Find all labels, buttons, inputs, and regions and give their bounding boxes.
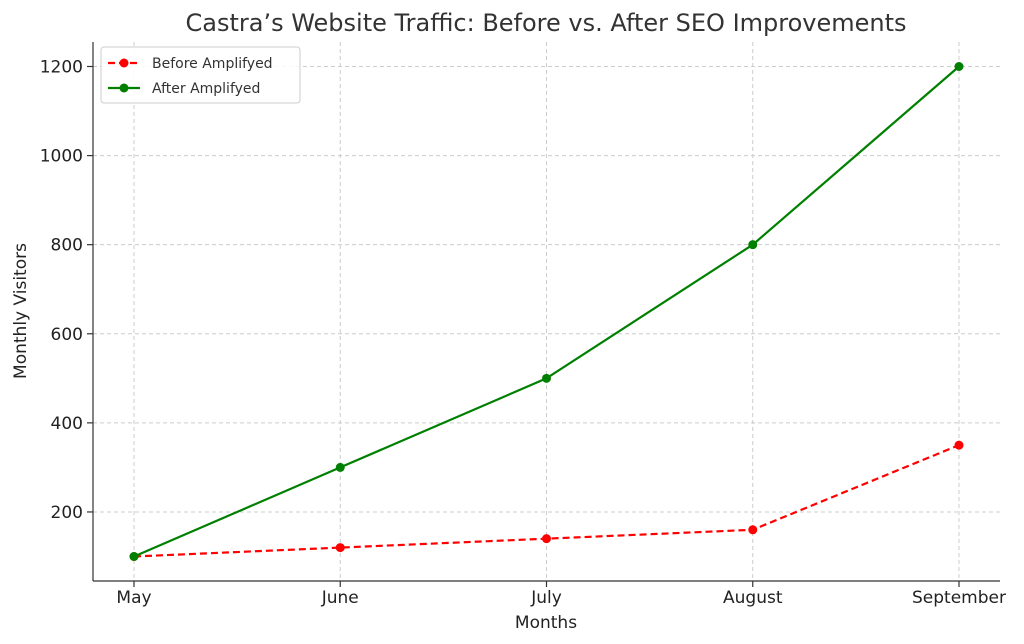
grid [93,42,1000,581]
data-point-0-3 [748,525,758,535]
x-tick-label: August [723,588,783,608]
data-point-0-4 [954,440,964,450]
series-lines [129,62,964,561]
x-tick-label: June [321,588,359,608]
axis-ticks: May June July August September 200 400 600 800 10… [40,58,1006,609]
legend-after-marker [119,83,129,93]
y-tick-label: 200 [51,503,83,523]
data-point-1-4 [954,62,964,71]
data-point-1-0 [129,552,139,561]
data-point-1-2 [542,373,551,383]
legend-before-marker [119,58,129,68]
legend: Before Amplifyed After Amplifyed [100,46,301,104]
data-point-0-1 [335,543,345,553]
data-point-1-1 [335,462,345,472]
data-point-0-2 [542,534,551,544]
x-tick-label: July [530,588,562,608]
y-tick-label: 1000 [40,147,83,167]
x-tick-label: September [912,588,1006,608]
y-tick-label: 800 [51,236,83,256]
data-point-1-3 [748,240,758,250]
x-tick-label: May [116,588,151,608]
x-axis-label: Months [515,613,577,633]
y-tick-label: 600 [51,325,83,345]
chart-title: Castra’s Website Traffic: Before vs. Aft… [185,9,906,37]
y-axis-label: Monthly Visitors [11,243,31,379]
y-tick-label: 400 [51,414,83,434]
legend-box [100,46,301,104]
y-tick-label: 1200 [40,58,83,78]
legend-before-label: Before Amplifyed [152,56,273,72]
legend-after-label: After Amplifyed [152,81,260,97]
